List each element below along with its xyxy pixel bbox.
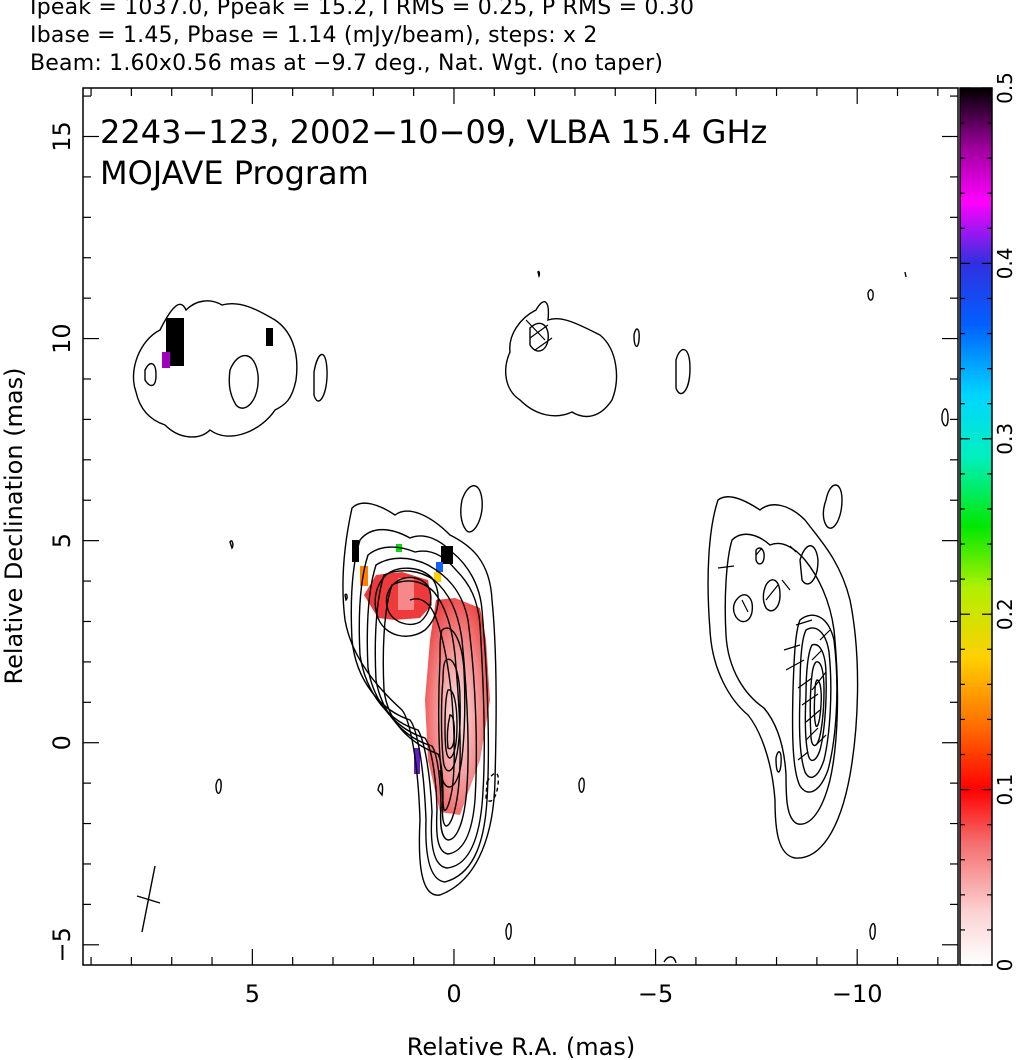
rp-contour-edge-4 [775,751,782,773]
axis-ticks [83,88,958,965]
contour-island-2 [578,777,585,793]
y-tick-label: 0 [48,735,76,750]
x-tick-label: 0 [446,980,461,1008]
fpol-colour-knot-center [398,578,414,610]
rp-contour-edge-1 [941,408,949,427]
y-tick-label: 5 [48,533,76,548]
contour-top-left-blob-inner [228,354,259,409]
evpa-ticks [525,319,831,761]
header-line-3: Beam: 1.60x0.56 mas at −9.7 deg., Nat. W… [30,51,664,76]
rp-contour-edge-2 [867,289,874,301]
contour-island-right-top [460,485,483,533]
colorbar-tick-label: 0.3 [993,423,1017,455]
rp-contour-knot-2 [762,579,781,612]
contour-2 [350,528,490,883]
y-tick-label: 15 [48,121,76,152]
contour-island-neg-2 [377,783,384,797]
plot-frame [82,87,959,966]
y-axis-label: Relative Declination (mas) [0,367,28,684]
x-tick-label: −10 [832,980,883,1008]
contour-11 [446,714,456,750]
colorbar-tick-label: 0.5 [993,72,1017,104]
contour-island-4 [229,540,234,550]
contour-8 [438,627,466,788]
header-line-2: Ibase = 1.45, Pbase = 1.14 (mJy/beam), s… [30,23,598,48]
tick-labels: 5 0 −5 −10 −5 0 5 10 15 [48,121,883,1008]
contour-5 [374,570,469,841]
fpol-edge-top-magenta [162,352,170,368]
contour-island-3 [505,923,512,940]
colorbar-tick-label: 0.2 [993,598,1017,630]
fpol-edge-blue [436,562,443,572]
fpol-edge-black-1 [352,540,359,562]
rp-contour-tick-top [904,271,907,278]
contour-9 [440,658,461,772]
contour-7 [409,598,455,812]
contour-6 [382,580,461,827]
contour-knot-2 [385,576,432,626]
x-tick-label: 5 [245,980,260,1008]
rp-contour-knot [732,594,753,623]
header-line-1: Ipeak = 1037.0, Ppeak = 15.2, I RMS = 0.… [30,0,695,20]
contour-10 [444,689,458,759]
contour-knot-1 [374,567,439,637]
contour-4 [366,557,478,855]
y-tick-label: 10 [48,323,76,354]
contour-outer [342,502,497,896]
colorbar-frame [959,87,993,966]
contour-island-5 [344,593,348,602]
colorbar-ticks: 0 0.1 0.2 0.3 0.4 0.5 [960,72,1017,971]
rp-contour-knot-4 [799,545,819,585]
contour-top-mid-blob [504,301,618,418]
fpol-edge-purple [414,748,420,774]
rp-contour-core-4 [809,661,825,747]
rp-contour-2 [724,533,839,825]
contour-top-mid-inner [529,322,549,352]
rp-contour-core-5 [813,679,822,727]
program-annotation: MOJAVE Program [100,154,369,192]
contour-3 [358,546,485,869]
source-annotation: 2243−123, 2002−10−09, VLBA 15.4 GHz [100,113,767,151]
rp-contour-core-1 [791,614,838,793]
fpol-edge-yellow [434,572,441,582]
x-axis-label: Relative R.A. (mas) [407,1033,635,1060]
contour-island-1 [215,778,222,794]
colorbar-tick-label: 0.4 [993,247,1017,279]
contour-island-neg-1 [485,772,500,802]
contour-top-left-blob [132,300,298,438]
contour-top-mid-small-3 [537,270,541,279]
rp-contour-top-island [822,484,843,529]
rp-contour-outer [707,496,859,859]
contour-top-left-small [144,363,157,387]
x-tick-label: −5 [638,980,673,1008]
contour-top-mid-small-2 [675,349,691,395]
beam-cross [136,865,161,933]
fpol-edge-orange [360,566,368,586]
contour-top-mid-small-1 [633,328,640,347]
contour-top-left-tail [313,353,328,402]
rp-contour-edge-3 [869,923,876,940]
colorbar [960,88,992,965]
left-jet-panel [132,270,691,964]
colorbar-tick-label: 0.1 [993,774,1017,806]
fpol-edge-top-black [166,318,184,366]
fpol-colour-jet [425,598,490,815]
right-evpa-panel [525,271,949,940]
rp-contour-core-3 [804,643,827,761]
rp-contour-knot-3 [755,547,765,565]
contour-island-6 [663,956,677,964]
fpol-edge-top-black-2 [266,328,273,346]
colorbar-tick-label: 0 [993,959,1017,972]
y-tick-label: −5 [48,927,76,962]
